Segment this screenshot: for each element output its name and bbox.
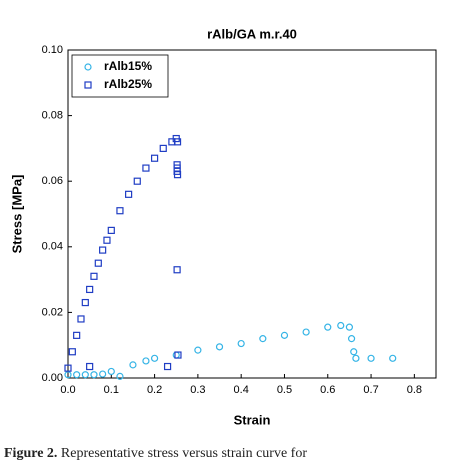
data-point [94,259,102,267]
data-point [237,339,245,348]
legend-marker [84,81,92,89]
data-point [86,362,94,371]
legend-label: rAlb15% [104,59,152,73]
legend-marker [84,63,92,71]
data-point [142,357,150,365]
data-point [90,272,98,280]
data-point [129,361,137,369]
data-point [133,177,141,185]
y-tick-label: 0.04 [42,241,63,253]
data-point [107,367,115,376]
y-tick-label: 0.02 [42,306,63,318]
x-tick-label: 0.4 [234,384,249,396]
data-point [259,335,267,343]
data-point [173,266,181,274]
data-point [347,335,356,343]
data-point [81,298,89,307]
data-point [345,323,354,331]
caption-text: Representative stress versus strain curv… [60,446,307,461]
caption: Figure 2. Representative stress versus s… [4,446,307,462]
legend-label: rAlb25% [104,77,152,91]
chart: rAlb/GA m.r.40 Strain Stress [MPa] 0.0 0.… [9,26,437,427]
data-point [163,362,172,371]
x-tick-label: 0.5 [277,384,292,396]
data-point [77,315,85,323]
data-point [142,164,150,172]
data-point [107,226,115,234]
data-point [103,236,111,244]
data-point [350,348,358,356]
data-point [324,323,332,331]
data-point [280,331,289,339]
x-tick-label: 0.3 [190,384,205,396]
data-point [73,331,81,339]
chart-title: rAlb/GA m.r.40 [207,26,297,41]
data-point [172,351,180,359]
data-point [125,190,133,198]
x-tick-label: 0.1 [104,384,119,396]
y-tick-label: 0.06 [42,175,63,187]
data-point [367,354,375,362]
y-tick-label: 0.08 [42,110,63,122]
data-point [194,346,202,354]
data-point [302,328,310,336]
data-point [389,354,397,362]
data-point [64,364,72,372]
data-point [215,343,224,351]
data-point [90,371,98,379]
data-point [150,354,159,362]
y-tick-label: 0.00 [42,372,63,384]
x-tick-label: 0.2 [147,384,162,396]
data-point [116,372,124,380]
y-tick-label: 0.10 [42,44,63,56]
legend-box [71,54,169,98]
data-point [99,246,107,254]
data-point [150,154,159,162]
data-point [73,371,81,379]
data-point [86,285,94,294]
data-point [99,370,107,378]
data-point [116,207,124,215]
data-point [159,144,167,152]
data-point [173,138,182,146]
data-point [174,351,182,359]
data-point [173,171,182,179]
x-axis-title: Strain [234,412,271,427]
x-tick-label: 0.7 [363,384,378,396]
caption-label: Figure 2. [4,446,58,461]
x-tick-label: 0.6 [320,384,335,396]
plot-frame [67,49,437,379]
data-point [352,354,360,362]
x-tick-label: 0.0 [60,384,75,396]
data-point [68,348,76,356]
data-point [337,321,345,330]
data-point [81,371,89,379]
y-axis-title: Stress [MPa] [9,175,24,254]
x-tick-label: 0.8 [407,384,422,396]
